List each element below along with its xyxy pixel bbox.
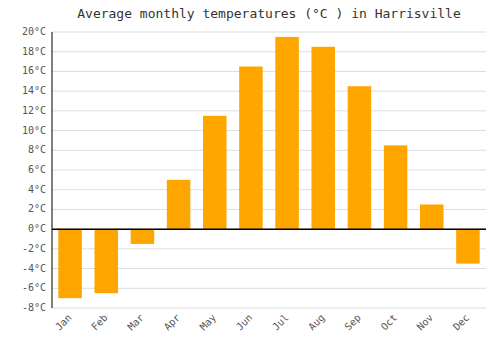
baseline: [52, 228, 486, 230]
bar: [58, 229, 82, 298]
y-tick-label: 14°C: [22, 85, 46, 96]
x-tick-label: Nov: [415, 312, 436, 333]
y-tick-label: -2°C: [22, 243, 46, 254]
y-tick-label: 2°C: [28, 203, 46, 214]
y-tick-label: 0°C: [28, 223, 46, 234]
y-tick-label: 20°C: [22, 26, 46, 37]
bar: [203, 116, 227, 229]
bar: [456, 229, 480, 264]
grid-line: [52, 130, 486, 131]
x-tick-label: Feb: [89, 312, 110, 333]
y-tick-label: 18°C: [22, 46, 46, 57]
bar: [311, 47, 335, 229]
grid-line: [52, 150, 486, 151]
bar: [167, 180, 191, 229]
bar: [384, 145, 408, 229]
y-tick-label: -4°C: [22, 263, 46, 274]
y-tick-label: 6°C: [28, 164, 46, 175]
x-tick-label: May: [198, 312, 219, 333]
x-tick-label: Jan: [53, 312, 74, 333]
bars: [58, 37, 479, 298]
y-tick-label: 4°C: [28, 184, 46, 195]
grid-line: [52, 32, 486, 33]
grid-line: [52, 189, 486, 190]
x-tick-label: Apr: [162, 312, 183, 333]
bar: [275, 37, 299, 229]
x-tick-label: Aug: [306, 312, 327, 333]
grid-line: [52, 51, 486, 52]
x-tick-label: Dec: [451, 312, 472, 333]
y-tick-labels: -8°C -6°C -4°C -2°C 0°C 2°C 4°C 6°C 8°C 10°C 12°C 1…: [22, 26, 46, 313]
bar: [131, 229, 155, 244]
bar: [348, 86, 372, 229]
x-tick-labels: Jan Feb Mar Apr May Jun Jul Aug Sep Oct Nov Dec: [53, 312, 471, 333]
bar: [94, 229, 118, 293]
x-tick-label: Jul: [270, 312, 291, 333]
y-tick-label: 8°C: [28, 144, 46, 155]
grid-line: [52, 229, 486, 230]
bar: [239, 67, 263, 230]
grid: [52, 32, 486, 308]
x-tick-label: Sep: [342, 312, 363, 333]
title: Average monthly temperatures (°C ) in Ha…: [77, 6, 461, 21]
grid-line: [52, 110, 486, 111]
grid-line: [52, 308, 486, 309]
x-tick-label: Oct: [379, 312, 400, 333]
y-tick-label: 16°C: [22, 65, 46, 76]
y-tick-label: -6°C: [22, 282, 46, 293]
x-tick-label: Jun: [234, 312, 255, 333]
chart: -8°C -6°C -4°C -2°C 0°C 2°C 4°C 6°C 8°C 10°C 12°C 1…: [0, 0, 500, 350]
y-tick-label: 10°C: [22, 125, 46, 136]
grid-line: [52, 71, 486, 72]
bar: [420, 205, 444, 230]
grid-line: [52, 170, 486, 171]
chart-container: -8°C -6°C -4°C -2°C 0°C 2°C 4°C 6°C 8°C 10°C 12°C 1…: [0, 0, 500, 350]
x-tick-label: Mar: [125, 312, 146, 333]
y-tick-label: 12°C: [22, 105, 46, 116]
y-tick-label: -8°C: [22, 302, 46, 313]
grid-line: [52, 91, 486, 92]
y-axis-line: [52, 32, 53, 308]
